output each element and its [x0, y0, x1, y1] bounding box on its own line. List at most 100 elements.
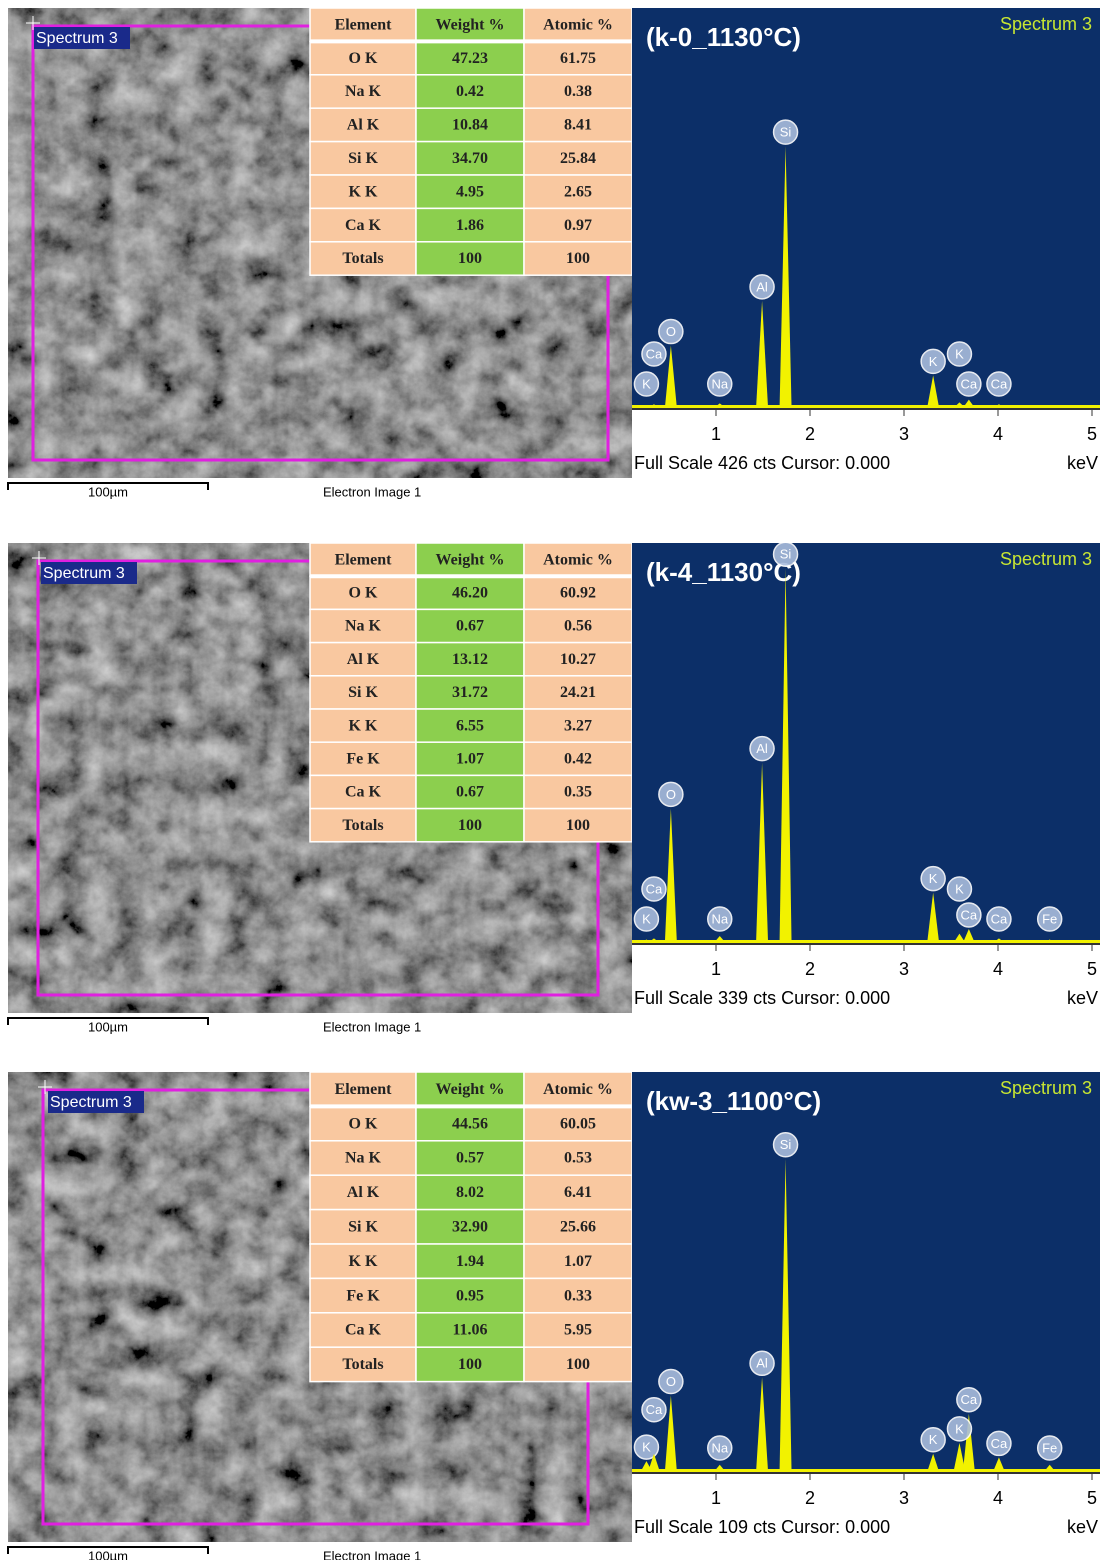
table-cell-text: 32.90 — [452, 1218, 488, 1235]
table-cell-text: Totals — [342, 250, 383, 267]
table-header: Weight % — [436, 1081, 505, 1098]
table-cell-text: 31.72 — [452, 684, 488, 701]
table-cell-text: 0.57 — [456, 1150, 484, 1167]
table-header: Element — [335, 1081, 393, 1098]
spectrum-title: (k-0_1130°C) — [646, 22, 801, 52]
peak-label: K — [929, 871, 938, 886]
image-caption: Electron Image 1 — [323, 1548, 421, 1560]
x-tick-label: 5 — [1087, 1488, 1097, 1508]
table-header: Weight % — [436, 551, 505, 568]
table-cell-text: Fe K — [346, 1287, 380, 1304]
peak-label: K — [642, 911, 651, 926]
peak-label: Si — [780, 547, 792, 562]
table-header: Weight % — [436, 16, 505, 33]
table-cell-text: 24.21 — [560, 684, 596, 701]
table-cell-text: Si K — [348, 1218, 378, 1235]
table-cell-text: Ca K — [345, 217, 382, 234]
peak-label: Ca — [991, 911, 1008, 926]
spectrum-label: Spectrum 3 — [1000, 549, 1092, 569]
peak-label: O — [666, 787, 676, 802]
image-label: Spectrum 3 — [50, 1094, 132, 1111]
x-tick-label: 2 — [805, 959, 815, 979]
x-tick-label: 5 — [1087, 959, 1097, 979]
peak-label: Ca — [646, 1402, 663, 1417]
table-cell-text: Al K — [347, 1184, 380, 1201]
table-cell-text: 0.95 — [456, 1287, 484, 1304]
peak-label: O — [666, 324, 676, 339]
baseline-noise — [632, 940, 1100, 943]
table-cell-text: 25.84 — [560, 150, 596, 167]
figure: Spectrum 3 100µm Electron Image 1 Element We… — [0, 0, 1102, 1560]
x-tick-label: 1 — [711, 959, 721, 979]
peak-label: Na — [711, 1440, 728, 1455]
table-cell-text: 1.94 — [456, 1253, 484, 1270]
table-cell-text: 44.56 — [452, 1115, 488, 1132]
table-cell-text: 8.41 — [564, 117, 592, 134]
peak-label: Si — [780, 125, 792, 140]
table-cell-text: Na K — [345, 1150, 382, 1167]
table-cell-text: 11.06 — [452, 1322, 487, 1339]
spectrum-bg — [632, 543, 1100, 943]
table-cell-text: 5.95 — [564, 1322, 592, 1339]
image-caption: Electron Image 1 — [323, 1019, 421, 1034]
table-cell-text: 3.27 — [564, 717, 592, 734]
x-tick-label: 4 — [993, 959, 1003, 979]
baseline-noise — [632, 405, 1100, 408]
table-cell-text: 0.67 — [456, 618, 484, 635]
table-cell-text: O K — [349, 584, 378, 601]
table-cell-text: 100 — [458, 250, 482, 267]
table-cell-text: 0.97 — [564, 217, 592, 234]
peak-label: Ca — [961, 907, 978, 922]
table-cell-text: 1.07 — [456, 750, 484, 767]
table-cell-text: 100 — [458, 817, 482, 834]
peak-label: Na — [711, 911, 728, 926]
table-header: Atomic % — [543, 551, 613, 568]
peak-label: Al — [756, 741, 768, 756]
table-cell-text: 0.42 — [456, 83, 484, 100]
peak-label: Ca — [646, 346, 663, 361]
peak-label: Ca — [646, 881, 663, 896]
table-cell-text: Al K — [347, 117, 380, 134]
table-cell-text: 34.70 — [452, 150, 488, 167]
table-cell-text: 0.67 — [456, 784, 484, 801]
x-tick-label: 4 — [993, 424, 1003, 444]
table-cell-text: Na K — [345, 618, 382, 635]
table-header: Element — [335, 551, 393, 568]
table-cell-text: 47.23 — [452, 50, 488, 67]
peak-label: Ca — [991, 376, 1008, 391]
scale-bar-label: 100µm — [88, 484, 128, 499]
table-header: Atomic % — [543, 16, 613, 33]
table-cell-text: Si K — [348, 150, 378, 167]
table-cell-text: 6.55 — [456, 717, 484, 734]
peak-label: Ca — [991, 1436, 1008, 1451]
table-cell-text: 0.56 — [564, 618, 592, 635]
table-cell-text: 13.12 — [452, 651, 488, 668]
peak-label: Fe — [1042, 1440, 1057, 1455]
x-tick-label: 5 — [1087, 424, 1097, 444]
table-cell-text: 10.84 — [452, 117, 488, 134]
table-cell-text: 0.42 — [564, 750, 592, 767]
table-cell-text: Totals — [342, 1356, 383, 1373]
table-cell-text: 1.07 — [564, 1253, 592, 1270]
image-caption: Electron Image 1 — [323, 484, 421, 499]
table-cell-text: Al K — [347, 651, 380, 668]
table-cell-text: 4.95 — [456, 183, 484, 200]
table-cell-text: 60.92 — [560, 584, 596, 601]
full-scale-text: Full Scale 109 cts Cursor: 0.000 — [634, 1517, 890, 1537]
table-cell-text: 8.02 — [456, 1184, 484, 1201]
table-cell-text: 0.53 — [564, 1150, 592, 1167]
table-cell-text: Ca K — [345, 784, 382, 801]
spectrum-bg — [632, 1072, 1100, 1472]
peak-label: Ca — [961, 376, 978, 391]
peak-label: Si — [780, 1137, 792, 1152]
peak-label: K — [642, 1440, 651, 1455]
x-unit: keV — [1067, 1517, 1098, 1537]
x-tick-label: 3 — [899, 959, 909, 979]
table-cell-text: 6.41 — [564, 1184, 592, 1201]
table-cell-text: 0.35 — [564, 784, 592, 801]
table-cell-text: 10.27 — [560, 651, 596, 668]
image-label: Spectrum 3 — [36, 30, 118, 47]
peak-label: K — [955, 881, 964, 896]
image-label: Spectrum 3 — [43, 565, 125, 582]
peak-label: Al — [756, 1356, 768, 1371]
